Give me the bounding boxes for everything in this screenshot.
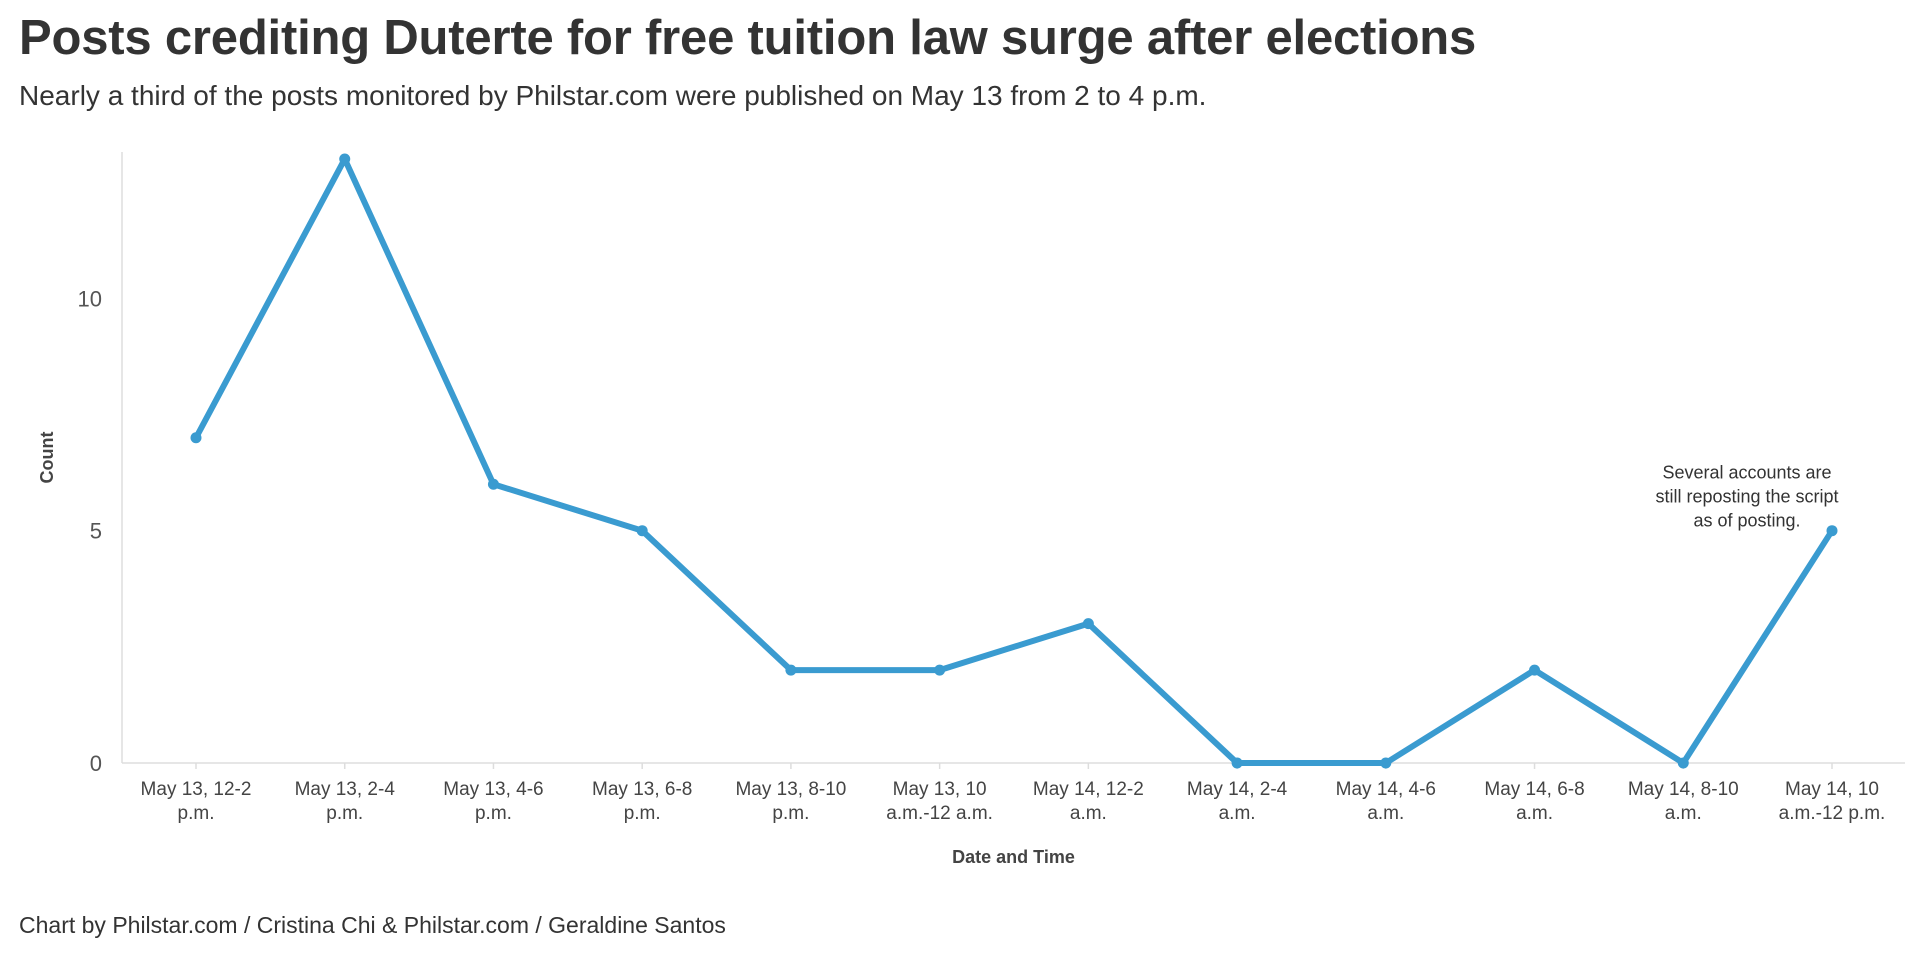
x-tick-label: May 14, 8-10 a.m.	[1628, 779, 1739, 824]
x-tick-label: May 13, 6-8 p.m.	[592, 779, 692, 824]
data-point	[934, 664, 946, 676]
x-tick-label: May 14, 6-8 a.m.	[1484, 779, 1584, 824]
data-point	[1231, 757, 1243, 769]
x-tick-label: May 13, 10 a.m.-12 a.m.	[886, 779, 993, 824]
x-tick-label: May 14, 4-6 a.m.	[1336, 779, 1436, 824]
chart-subtitle: Nearly a third of the posts monitored by…	[19, 80, 1207, 111]
annotations: Several accounts are still reposting the …	[1655, 463, 1838, 531]
annotation-text: Several accounts are still reposting the …	[1655, 463, 1838, 531]
y-axis: 0 5 10 Count	[37, 152, 123, 776]
x-axis: May 13, 12-2 p.m. May 13, 2-4 p.m. May 13, 4…	[122, 762, 1905, 867]
x-axis-title: Date and Time	[952, 847, 1075, 867]
data-point	[487, 478, 499, 490]
x-tick-label: May 13, 2-4 p.m.	[295, 779, 396, 824]
data-point	[1380, 757, 1392, 769]
y-tick-label: 5	[90, 519, 102, 544]
x-tick-label: May 13, 12-2 p.m.	[141, 779, 252, 824]
x-tick-label: May 14, 12-2 a.m.	[1033, 779, 1144, 824]
x-tick-label: May 14, 10 a.m.-12 p.m.	[1779, 779, 1886, 824]
data-point	[1826, 525, 1838, 537]
line-chart: 0 5 10 Count May 13, 12-2 p.m. May 13, 2-4 p.m…	[37, 152, 1905, 867]
data-point	[1677, 757, 1689, 769]
chart-title: Posts crediting Duterte for free tuition…	[19, 11, 1477, 65]
x-tick-label: May 13, 4-6 p.m.	[443, 779, 543, 824]
chart-credit: Chart by Philstar.com / Cristina Chi & P…	[19, 912, 726, 938]
x-tick-label: May 14, 2-4 a.m.	[1187, 779, 1288, 824]
data-point	[785, 664, 797, 676]
x-tick-label: May 13, 8-10 p.m.	[735, 779, 846, 824]
data-point	[1082, 618, 1094, 630]
y-tick-label: 0	[90, 751, 102, 776]
y-axis-title: Count	[37, 432, 57, 484]
y-tick-label: 10	[78, 286, 102, 311]
data-point	[636, 525, 648, 537]
data-point	[1529, 664, 1541, 676]
series-line	[193, 156, 1835, 766]
data-point	[339, 153, 351, 165]
data-point	[190, 432, 202, 444]
series	[190, 153, 1838, 769]
